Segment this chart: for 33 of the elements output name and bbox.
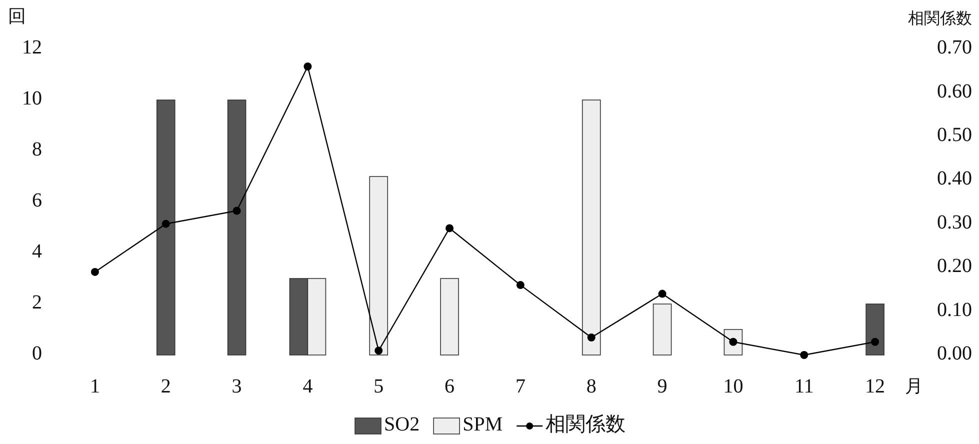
xtick: 11	[794, 376, 814, 398]
y2tick: 0.50	[937, 124, 972, 146]
ytick: 8	[32, 138, 42, 161]
xtick: 4	[302, 376, 313, 398]
xtick: 2	[160, 376, 171, 398]
xtick: 1	[90, 376, 100, 398]
ytick: 10	[22, 88, 42, 110]
legend-label: SPM	[462, 414, 503, 436]
xtick: 6	[444, 376, 455, 398]
ytick: 4	[32, 240, 42, 263]
xtick: 9	[657, 376, 668, 398]
y2tick: 0.20	[937, 255, 972, 278]
y2tick: 0.10	[937, 298, 972, 321]
ytick: 0	[32, 342, 42, 365]
y2tick: 0.70	[937, 36, 972, 59]
y2tick: 0.60	[937, 80, 972, 102]
y2tick: 0.30	[937, 211, 972, 234]
xtick: 12	[865, 376, 886, 398]
xtick: 5	[374, 376, 384, 398]
y2label: 相関係数	[908, 10, 972, 28]
ytick: 12	[22, 36, 42, 59]
xlabel: 月	[905, 376, 923, 396]
y2tick: 0.40	[937, 168, 972, 190]
legend-label: 相関係数	[546, 414, 626, 436]
ytick: 6	[32, 190, 42, 212]
legend-label: SO2	[384, 414, 420, 436]
xtick: 7	[515, 376, 526, 398]
y2tick: 0.00	[937, 342, 972, 365]
xtick: 3	[232, 376, 242, 398]
ytick: 2	[32, 292, 42, 314]
xtick: 8	[586, 376, 596, 398]
xtick: 10	[723, 376, 744, 398]
ylabel: 回	[8, 6, 26, 26]
